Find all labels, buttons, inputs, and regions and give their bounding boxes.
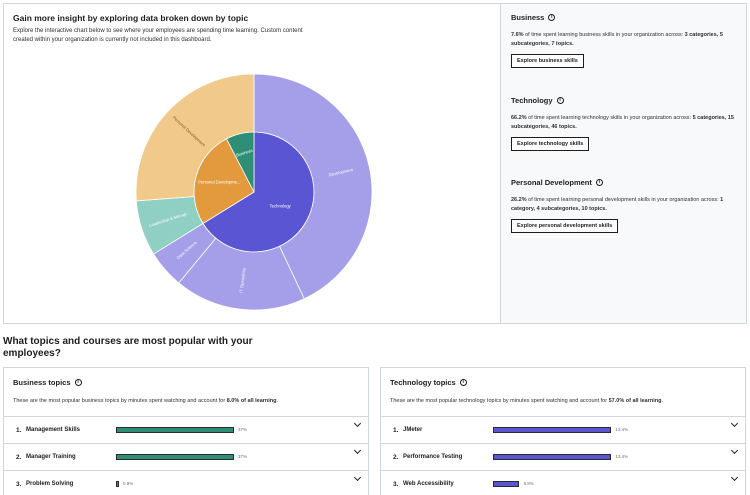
topic-bar-fill [493,454,612,460]
topic-percent: 37% [238,427,248,432]
chevron-down-icon[interactable] [730,419,739,428]
category-summary: 7.6% of time spent learning business ski… [511,32,723,47]
outer-label: IT Operations [238,267,246,293]
development-segment[interactable] [253,73,373,300]
category-personal-development: Personal Development i 26.2% of time spen… [511,178,741,233]
explore-personal-development-button[interactable]: Explore personal development skills [511,219,619,233]
sunburst-chart[interactable]: Technology Personal Developme... Business D… [134,72,374,312]
topic-name: Web Accessibility [403,481,454,487]
chevron-down-icon[interactable] [730,473,739,482]
card-description: These are the most popular technology to… [390,398,664,404]
topic-name: Management Skills [26,427,81,433]
explore-business-button[interactable]: Explore business skills [511,54,584,68]
chart-description: Explore the interactive chart below to s… [13,28,303,43]
technology-topics-card: Technology topics i These are the most po… [380,367,746,495]
card-title: Technology topics [390,378,456,387]
explore-technology-button[interactable]: Explore technology skills [511,137,590,151]
topic-percent: 13.4% [615,427,629,432]
topic-name: Problem Solving [26,481,74,487]
topic-name: JMeter [403,427,423,433]
personal-development-outer-segment[interactable] [135,73,255,202]
topic-bar-fill [116,427,234,433]
topic-name: Manager Training [26,454,76,460]
topic-bar-fill [116,454,234,460]
category-sidebar: Business i 7.6% of time spent learning bu… [500,4,746,323]
topic-list: 1. JMeter 13.4% 2. Performance Testing 13.4% 3… [381,416,745,495]
row-rank: 1. [393,427,399,434]
category-technology: Technology i 66.2% of time spent learning… [511,96,741,151]
topic-row[interactable]: 3. Web Accessibility 9.8% [381,470,745,495]
chevron-down-icon[interactable] [353,419,362,428]
topic-percent: 0.9% [123,481,134,486]
category-title: Personal Development [511,178,592,187]
info-icon[interactable]: i [556,97,564,104]
topic-percent: 9.8% [523,481,534,486]
topic-bar-fill [493,481,520,487]
row-rank: 2. [393,454,399,461]
technology-label: Technology [270,204,292,209]
info-icon[interactable]: i [74,379,82,386]
topic-list: 1. Management Skills 37% 2. Manager Training… [4,416,368,495]
outer-label: Development [328,167,354,177]
topic-row[interactable]: 3. Problem Solving 0.9% [4,470,368,495]
popular-section-title: What topics and courses are most popular… [3,336,253,359]
topic-percent: 37% [238,454,248,459]
card-title: Business topics [13,378,71,387]
topic-row[interactable]: 2. Manager Training 37% [4,443,368,470]
topic-percent: 13.4% [615,454,629,459]
topic-row[interactable]: 1. JMeter 13.4% [381,416,745,443]
category-business: Business i 7.6% of time spent learning bu… [511,13,741,68]
topic-row[interactable]: 2. Performance Testing 13.4% [381,443,745,470]
category-summary: 66.2% of time spent learning technology … [511,115,734,130]
category-title: Business [511,13,545,22]
topic-name: Performance Testing [403,454,463,460]
business-label: Business [236,148,254,158]
info-icon[interactable]: i [548,14,556,21]
chevron-down-icon[interactable] [730,446,739,455]
chevron-down-icon[interactable] [353,446,362,455]
row-rank: 3. [16,481,22,488]
chart-title: Gain more insight by exploring data brok… [13,13,249,23]
category-title: Technology [511,96,553,105]
topic-bar-fill [116,481,119,487]
chart-area: Gain more insight by exploring data brok… [4,4,500,323]
chevron-down-icon[interactable] [353,473,362,482]
info-icon[interactable]: i [459,379,467,386]
row-rank: 1. [16,427,22,434]
topic-row[interactable]: 1. Management Skills 37% [4,416,368,443]
business-topics-card: Business topics i These are the most popu… [3,367,369,495]
row-rank: 2. [16,454,22,461]
row-rank: 3. [393,481,399,488]
topic-bar-fill [493,427,612,433]
category-summary: 26.2% of time spent learning personal de… [511,197,724,212]
insight-panel: Gain more insight by exploring data brok… [3,3,747,324]
personal-development-label: Personal Developme... [198,180,240,185]
card-description: These are the most popular business topi… [13,398,279,404]
info-icon[interactable]: i [595,179,603,186]
